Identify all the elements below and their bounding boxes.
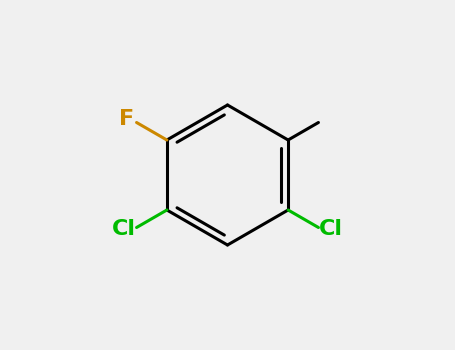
Text: Cl: Cl bbox=[318, 219, 343, 239]
Text: F: F bbox=[118, 109, 134, 129]
Text: Cl: Cl bbox=[112, 219, 136, 239]
